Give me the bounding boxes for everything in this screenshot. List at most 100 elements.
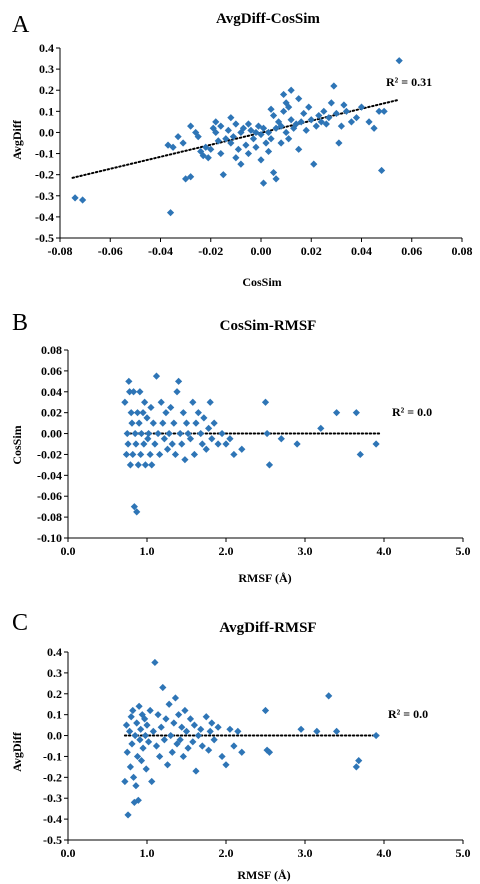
data-point xyxy=(129,450,137,459)
data-point xyxy=(267,135,275,143)
data-point xyxy=(234,145,242,153)
x-tick-label: 0.06 xyxy=(401,244,422,258)
data-point xyxy=(238,445,246,453)
data-point xyxy=(287,116,295,124)
data-point xyxy=(159,683,167,692)
data-point xyxy=(257,130,265,139)
data-point xyxy=(261,398,270,406)
y-tick-label: -0.4 xyxy=(43,812,62,826)
data-point xyxy=(178,723,186,731)
chart-panel-b: B CosSim-RMSF CosSim RMSF (Å) R² = 0.0 0… xyxy=(10,310,471,585)
data-point xyxy=(259,124,268,132)
x-tick-label: -0.06 xyxy=(98,244,123,258)
x-tick-label: 2.0 xyxy=(219,544,234,558)
data-point xyxy=(347,118,356,126)
data-point xyxy=(264,128,273,137)
data-point xyxy=(186,435,195,443)
axes-c: 0.40.30.20.10.0-0.1-0.2-0.3-0.4-0.50.0 1.… xyxy=(43,645,471,860)
data-point xyxy=(265,748,274,756)
data-point xyxy=(167,403,175,412)
y-axis-label-c: AvgDiff xyxy=(10,731,24,772)
data-point xyxy=(131,731,139,740)
x-tick-label: -0.02 xyxy=(198,244,223,258)
data-point xyxy=(244,120,253,128)
data-point xyxy=(214,723,222,731)
y-tick-label: 0.08 xyxy=(41,343,62,357)
data-point xyxy=(263,746,271,754)
data-point xyxy=(125,377,133,385)
data-point xyxy=(165,429,173,438)
data-point xyxy=(189,738,197,746)
data-point xyxy=(171,694,180,702)
data-point xyxy=(190,721,198,729)
data-point xyxy=(327,99,335,107)
y-tick-label: 0.2 xyxy=(39,83,54,97)
data-point xyxy=(218,429,226,438)
data-point xyxy=(277,435,285,443)
data-point xyxy=(144,738,153,746)
trendline xyxy=(71,98,401,179)
r-squared-label-a: R² = 0.31 xyxy=(386,75,432,89)
data-point xyxy=(129,388,138,396)
data-point xyxy=(205,424,213,432)
data-point xyxy=(249,135,258,143)
y-axis-label-a: AvgDiff xyxy=(10,119,24,160)
y-tick-label: 0.1 xyxy=(47,708,62,722)
data-point xyxy=(147,403,155,412)
data-point xyxy=(205,746,213,754)
data-point xyxy=(202,445,210,453)
data-point xyxy=(227,139,235,147)
x-tick-label: -0.04 xyxy=(148,244,173,258)
data-point xyxy=(217,122,225,130)
data-point xyxy=(175,377,183,385)
data-point xyxy=(202,713,210,721)
data-point xyxy=(322,120,330,128)
x-tick-label: 1.0 xyxy=(140,544,155,558)
data-point xyxy=(355,757,363,765)
r-squared-label-c: R² = 0.0 xyxy=(388,707,428,721)
data-point xyxy=(151,440,159,448)
chart-title-c: AvgDiff-RMSF xyxy=(219,620,316,636)
data-point xyxy=(146,450,154,459)
data-point xyxy=(148,461,156,469)
data-point xyxy=(265,461,274,469)
data-point xyxy=(137,725,145,733)
data-point xyxy=(174,133,182,141)
y-tick-label: -0.10 xyxy=(37,531,62,545)
y-tick-label: 0.06 xyxy=(41,364,62,378)
data-points-b xyxy=(121,372,380,516)
data-point xyxy=(282,128,290,137)
data-point xyxy=(285,135,293,143)
data-point xyxy=(335,139,343,147)
data-point xyxy=(224,126,232,134)
data-point xyxy=(156,752,164,761)
panel-letter-b: B xyxy=(12,310,28,336)
data-point xyxy=(187,173,195,181)
data-point xyxy=(218,752,226,761)
data-point xyxy=(126,461,135,469)
data-point xyxy=(167,731,175,740)
y-tick-label: 0.04 xyxy=(41,385,62,399)
data-point xyxy=(126,388,134,396)
data-point xyxy=(162,715,170,723)
data-point xyxy=(166,209,175,217)
data-point xyxy=(315,111,323,120)
data-point xyxy=(159,419,167,427)
data-point xyxy=(292,120,300,128)
data-point xyxy=(121,777,129,786)
data-point xyxy=(333,409,341,417)
data-point xyxy=(262,139,270,147)
data-point xyxy=(214,440,222,448)
x-tick-label: 2.0 xyxy=(219,846,234,860)
data-point xyxy=(157,723,165,731)
data-point xyxy=(130,798,138,806)
data-point xyxy=(307,116,315,124)
data-point xyxy=(165,700,173,708)
x-axis-label-a: CosSim xyxy=(242,275,281,289)
y-axis-label-b: CosSim xyxy=(10,425,24,464)
data-point xyxy=(160,736,168,744)
data-point xyxy=(297,725,305,733)
data-point xyxy=(146,706,154,715)
data-point xyxy=(229,133,237,141)
